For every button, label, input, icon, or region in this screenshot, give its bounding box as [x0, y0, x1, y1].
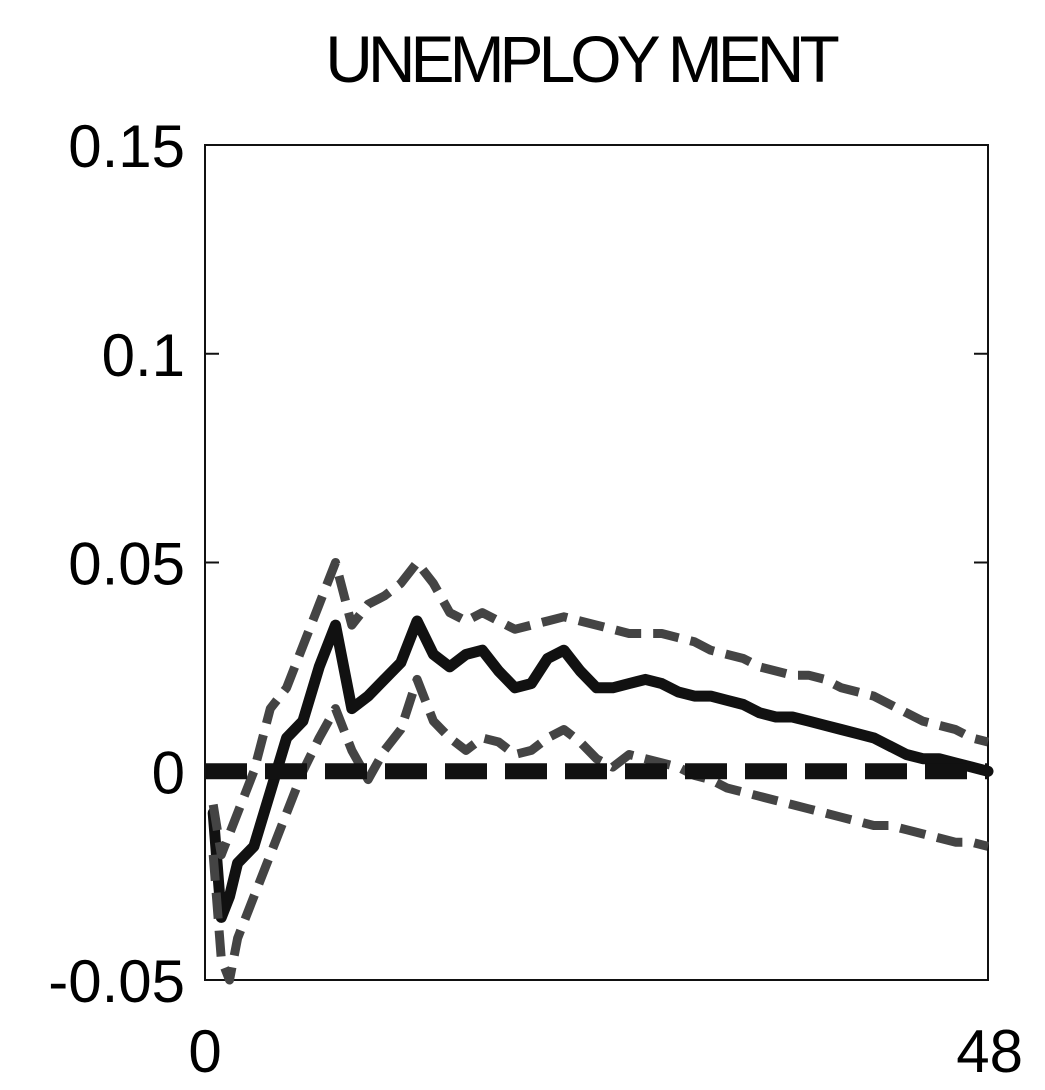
y-tick-label: 0.15: [68, 113, 185, 180]
plot-area: [204, 144, 994, 985]
plot-frame: [204, 144, 989, 981]
upper-band-line: [208, 558, 990, 860]
y-tick-label: 0.05: [68, 531, 185, 598]
x-tick-label: 48: [956, 1018, 1023, 1085]
x-tick-label: 0: [188, 1018, 221, 1085]
lower-band-line: [208, 674, 990, 985]
y-tick-label: 0: [152, 739, 185, 806]
chart-title: UNEMPLOY MENT: [325, 22, 838, 96]
y-tick-label: 0.1: [102, 322, 185, 389]
response-line: [207, 615, 994, 923]
tick-labels: 0.150.10.050-0.050 48: [48, 113, 1023, 1085]
y-tick-label: -0.05: [48, 948, 185, 1015]
